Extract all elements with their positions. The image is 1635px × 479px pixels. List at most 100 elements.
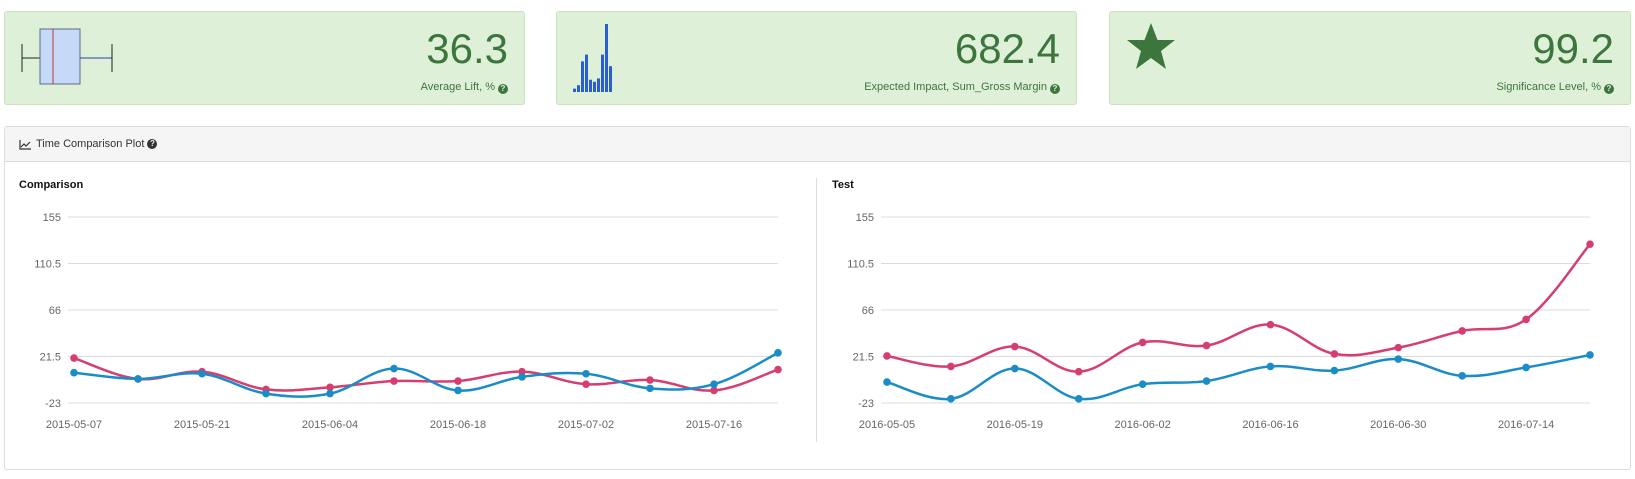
data-point[interactable]: [134, 375, 142, 383]
data-point[interactable]: [710, 380, 718, 388]
data-point[interactable]: [774, 349, 782, 357]
help-icon[interactable]: ?: [1050, 84, 1060, 94]
histogram-bar: [597, 78, 600, 92]
data-point[interactable]: [1586, 240, 1594, 248]
data-point[interactable]: [1011, 342, 1019, 351]
x-tick-label: 2016-05-05: [859, 419, 915, 431]
y-tick-label: 66: [862, 305, 874, 317]
data-point[interactable]: [1202, 341, 1211, 350]
data-point[interactable]: [1202, 377, 1211, 385]
data-point[interactable]: [1394, 343, 1403, 352]
x-tick-label: 2015-06-18: [430, 419, 486, 431]
histogram-bar: [585, 54, 588, 92]
x-tick-label: 2016-06-16: [1242, 419, 1298, 431]
data-point[interactable]: [883, 378, 891, 386]
y-tick-label: 66: [49, 305, 61, 317]
y-tick-label: -23: [858, 398, 874, 410]
panel-title: Time Comparison Plot: [36, 138, 145, 150]
kpi-label: Expected Impact, Sum_Gross Margin?: [864, 81, 1060, 94]
data-point[interactable]: [326, 383, 334, 392]
kpi-card-significance-level: 99.2 Significance Level, %?: [1109, 11, 1631, 105]
data-point[interactable]: [70, 354, 78, 362]
histogram-icon: [573, 24, 612, 92]
data-point[interactable]: [70, 368, 78, 377]
test-chart: 155 110.5 66 21.5 -23 2016-05-05 2016-05-19 201…: [847, 212, 1594, 431]
data-point[interactable]: [1266, 320, 1275, 329]
x-tick-label: 2015-07-16: [686, 419, 742, 431]
y-tick-label: 155: [856, 212, 874, 224]
histogram-bar: [573, 88, 576, 92]
histogram-bar: [589, 79, 592, 92]
data-point[interactable]: [518, 373, 526, 381]
y-tick-label: 110.5: [34, 259, 61, 271]
star-icon: [1127, 23, 1175, 69]
data-point[interactable]: [454, 377, 462, 385]
kpi-card-expected-impact: 682.4 Expected Impact, Sum_Gross Margin?: [556, 11, 1077, 105]
data-point[interactable]: [646, 376, 654, 384]
data-point[interactable]: [774, 365, 782, 374]
histogram-bar: [581, 61, 584, 92]
data-point[interactable]: [390, 377, 398, 385]
data-point[interactable]: [1458, 327, 1466, 335]
data-point[interactable]: [1330, 366, 1339, 375]
x-tick-label: 2016-05-19: [987, 419, 1043, 431]
x-tick-label: 2015-05-07: [46, 419, 102, 431]
histogram-bar: [593, 81, 596, 92]
kpi-label: Average Lift, %?: [421, 81, 508, 94]
data-point[interactable]: [1330, 350, 1339, 358]
help-icon[interactable]: ?: [1604, 84, 1614, 94]
data-point[interactable]: [582, 380, 590, 388]
data-point[interactable]: [582, 369, 590, 378]
help-icon[interactable]: ?: [147, 139, 158, 149]
data-point[interactable]: [1011, 364, 1019, 373]
data-point[interactable]: [326, 389, 334, 398]
panel-header: Time Comparison Plot?: [5, 127, 1630, 162]
data-point[interactable]: [947, 362, 955, 371]
data-point[interactable]: [947, 395, 955, 403]
y-tick-label: -23: [45, 398, 61, 410]
y-tick-label: 155: [43, 212, 61, 224]
data-point[interactable]: [1586, 351, 1594, 359]
histogram-bar: [605, 24, 608, 92]
chart-title-test: Test: [832, 179, 854, 191]
data-point[interactable]: [1138, 338, 1147, 347]
x-tick-label: 2015-05-21: [174, 419, 230, 431]
box-plot-icon: [21, 28, 113, 85]
data-point[interactable]: [646, 384, 654, 393]
data-point[interactable]: [518, 367, 526, 376]
help-icon[interactable]: ?: [498, 84, 508, 94]
data-point[interactable]: [454, 386, 462, 395]
data-point[interactable]: [198, 369, 206, 378]
series-line: [73, 351, 779, 398]
data-point[interactable]: [1522, 363, 1530, 372]
data-point[interactable]: [883, 352, 891, 360]
data-point[interactable]: [1138, 380, 1147, 388]
data-point[interactable]: [1394, 355, 1403, 363]
histogram-bar: [577, 85, 580, 92]
x-tick-label: 2016-06-02: [1114, 419, 1170, 431]
series-line: [73, 356, 779, 392]
kpi-label: Significance Level, %?: [1496, 81, 1614, 94]
x-tick-label: 2016-07-14: [1498, 419, 1554, 431]
data-point[interactable]: [1074, 367, 1083, 376]
data-point[interactable]: [1266, 362, 1275, 371]
y-tick-label: 21.5: [40, 352, 61, 364]
kpi-value: 682.4: [954, 25, 1060, 72]
data-point[interactable]: [1458, 372, 1466, 380]
data-point[interactable]: [1522, 315, 1530, 324]
histogram-bar: [609, 66, 612, 92]
line-chart-icon: [19, 139, 31, 150]
y-tick-label: 21.5: [853, 352, 874, 364]
chart-title-comparison: Comparison: [19, 179, 84, 191]
time-comparison-panel: Time Comparison Plot?: [4, 126, 1631, 470]
chart-divider: [816, 178, 817, 442]
series-line: [886, 353, 1591, 401]
x-tick-label: 2015-07-02: [558, 419, 614, 431]
data-point[interactable]: [1074, 395, 1083, 403]
kpi-value: 36.3: [426, 25, 508, 72]
comparison-chart: 155 110.5 66 21.5 -23 2015-05-07 2015-05-21 201…: [34, 212, 782, 431]
data-point[interactable]: [262, 389, 270, 398]
data-point[interactable]: [390, 364, 398, 373]
data-point[interactable]: [710, 386, 718, 395]
x-tick-label: 2015-06-04: [302, 419, 358, 431]
